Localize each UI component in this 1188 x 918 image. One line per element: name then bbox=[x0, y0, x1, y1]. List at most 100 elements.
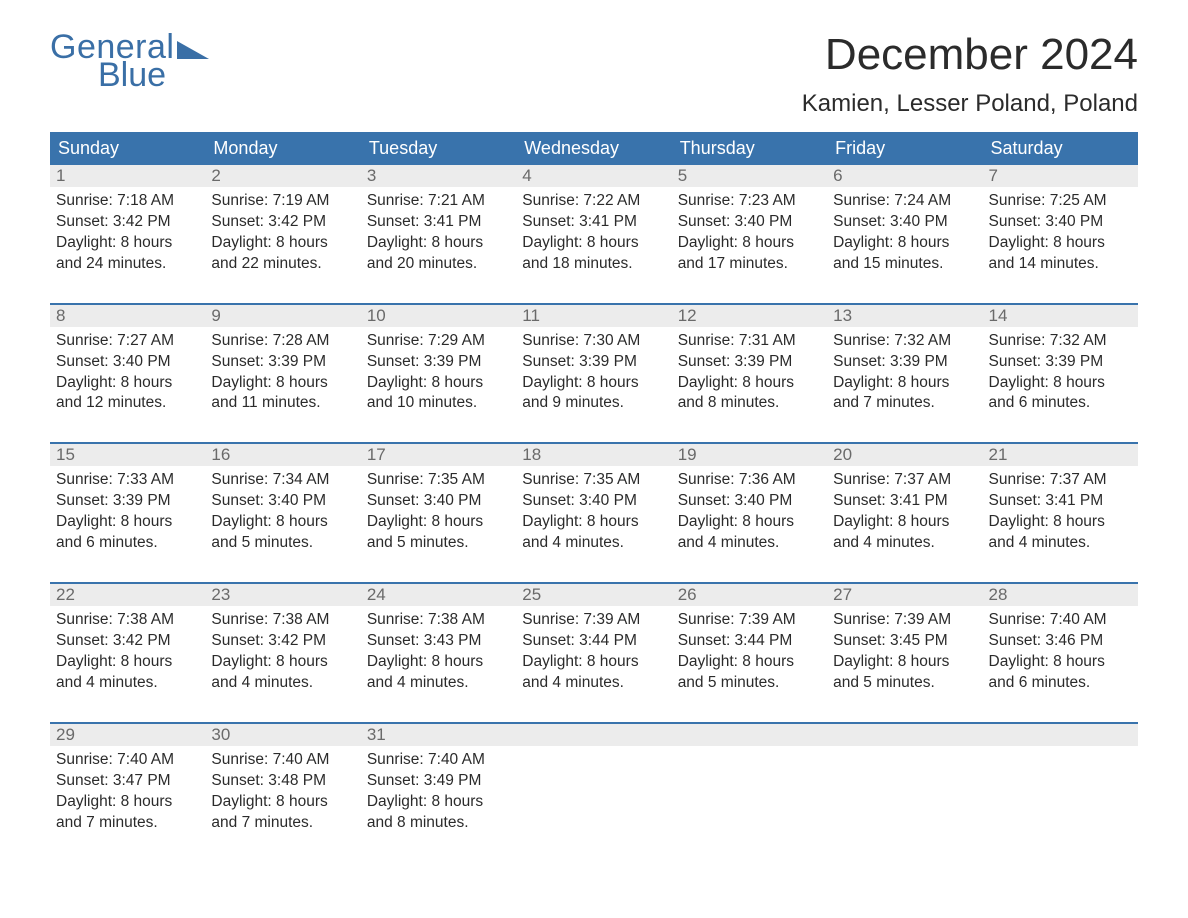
day-cell: Sunrise: 7:39 AMSunset: 3:44 PMDaylight:… bbox=[672, 606, 827, 723]
daylight-line1: Daylight: 8 hours bbox=[522, 373, 665, 394]
weekday-row: Sunday Monday Tuesday Wednesday Thursday… bbox=[50, 132, 1138, 165]
daylight-line1: Daylight: 8 hours bbox=[989, 652, 1132, 673]
sunrise-line: Sunrise: 7:40 AM bbox=[211, 750, 354, 771]
daylight-line2: and 12 minutes. bbox=[56, 393, 199, 414]
sunrise-line: Sunrise: 7:27 AM bbox=[56, 331, 199, 352]
daylight-line1: Daylight: 8 hours bbox=[211, 792, 354, 813]
day-number: 22 bbox=[50, 584, 205, 606]
daylight-line2: and 4 minutes. bbox=[56, 673, 199, 694]
day-number: 14 bbox=[983, 305, 1138, 327]
sunset-line: Sunset: 3:44 PM bbox=[522, 631, 665, 652]
day-number bbox=[516, 724, 671, 746]
sunrise-line: Sunrise: 7:38 AM bbox=[56, 610, 199, 631]
day-number: 20 bbox=[827, 444, 982, 466]
day-number: 18 bbox=[516, 444, 671, 466]
weekday-header: Tuesday bbox=[361, 132, 516, 165]
daylight-line1: Daylight: 8 hours bbox=[833, 512, 976, 533]
daylight-line2: and 4 minutes. bbox=[522, 673, 665, 694]
daylight-line2: and 10 minutes. bbox=[367, 393, 510, 414]
day-cell: Sunrise: 7:37 AMSunset: 3:41 PMDaylight:… bbox=[983, 466, 1138, 583]
weekday-header: Monday bbox=[205, 132, 360, 165]
sunrise-line: Sunrise: 7:19 AM bbox=[211, 191, 354, 212]
day-cell: Sunrise: 7:38 AMSunset: 3:43 PMDaylight:… bbox=[361, 606, 516, 723]
sunset-line: Sunset: 3:39 PM bbox=[56, 491, 199, 512]
daynum-row: 15161718192021 bbox=[50, 444, 1138, 466]
weekday-header: Saturday bbox=[983, 132, 1138, 165]
day-cell: Sunrise: 7:40 AMSunset: 3:49 PMDaylight:… bbox=[361, 746, 516, 862]
sunrise-line: Sunrise: 7:38 AM bbox=[367, 610, 510, 631]
day-cell: Sunrise: 7:35 AMSunset: 3:40 PMDaylight:… bbox=[361, 466, 516, 583]
sunrise-line: Sunrise: 7:18 AM bbox=[56, 191, 199, 212]
sunrise-line: Sunrise: 7:32 AM bbox=[989, 331, 1132, 352]
day-number: 8 bbox=[50, 305, 205, 327]
sunrise-line: Sunrise: 7:40 AM bbox=[989, 610, 1132, 631]
daylight-line2: and 4 minutes. bbox=[678, 533, 821, 554]
weekday-header: Wednesday bbox=[516, 132, 671, 165]
daylight-line2: and 4 minutes. bbox=[833, 533, 976, 554]
sunrise-line: Sunrise: 7:29 AM bbox=[367, 331, 510, 352]
daylight-line1: Daylight: 8 hours bbox=[367, 652, 510, 673]
day-cell bbox=[516, 746, 671, 862]
day-number: 4 bbox=[516, 165, 671, 187]
sunset-line: Sunset: 3:39 PM bbox=[211, 352, 354, 373]
sunset-line: Sunset: 3:49 PM bbox=[367, 771, 510, 792]
day-number: 2 bbox=[205, 165, 360, 187]
sunrise-line: Sunrise: 7:36 AM bbox=[678, 470, 821, 491]
daylight-line1: Daylight: 8 hours bbox=[367, 792, 510, 813]
sunset-line: Sunset: 3:40 PM bbox=[522, 491, 665, 512]
sunset-line: Sunset: 3:40 PM bbox=[678, 212, 821, 233]
daylight-line2: and 5 minutes. bbox=[678, 673, 821, 694]
day-cell bbox=[827, 746, 982, 862]
sunset-line: Sunset: 3:43 PM bbox=[367, 631, 510, 652]
sunset-line: Sunset: 3:42 PM bbox=[56, 631, 199, 652]
daylight-line1: Daylight: 8 hours bbox=[56, 792, 199, 813]
day-cell: Sunrise: 7:40 AMSunset: 3:46 PMDaylight:… bbox=[983, 606, 1138, 723]
header: General Blue December 2024 Kamien, Lesse… bbox=[50, 30, 1138, 118]
day-cell: Sunrise: 7:35 AMSunset: 3:40 PMDaylight:… bbox=[516, 466, 671, 583]
sunset-line: Sunset: 3:47 PM bbox=[56, 771, 199, 792]
daylight-line2: and 8 minutes. bbox=[367, 813, 510, 834]
day-cell: Sunrise: 7:19 AMSunset: 3:42 PMDaylight:… bbox=[205, 187, 360, 304]
sunrise-line: Sunrise: 7:31 AM bbox=[678, 331, 821, 352]
day-cell: Sunrise: 7:23 AMSunset: 3:40 PMDaylight:… bbox=[672, 187, 827, 304]
sunset-line: Sunset: 3:39 PM bbox=[678, 352, 821, 373]
daynum-row: 1234567 bbox=[50, 165, 1138, 187]
daylight-line1: Daylight: 8 hours bbox=[989, 373, 1132, 394]
daylight-line1: Daylight: 8 hours bbox=[989, 512, 1132, 533]
daylight-line1: Daylight: 8 hours bbox=[367, 512, 510, 533]
day-number: 29 bbox=[50, 724, 205, 746]
day-number: 23 bbox=[205, 584, 360, 606]
daylight-line2: and 22 minutes. bbox=[211, 254, 354, 275]
logo-triangle-icon bbox=[177, 41, 209, 59]
daynum-row: 293031 bbox=[50, 724, 1138, 746]
daylight-line1: Daylight: 8 hours bbox=[56, 373, 199, 394]
sunrise-line: Sunrise: 7:22 AM bbox=[522, 191, 665, 212]
daylight-line1: Daylight: 8 hours bbox=[522, 233, 665, 254]
sunset-line: Sunset: 3:40 PM bbox=[56, 352, 199, 373]
daylight-line2: and 6 minutes. bbox=[989, 393, 1132, 414]
sunset-line: Sunset: 3:48 PM bbox=[211, 771, 354, 792]
day-number bbox=[672, 724, 827, 746]
daynum-row: 891011121314 bbox=[50, 305, 1138, 327]
daylight-line1: Daylight: 8 hours bbox=[678, 233, 821, 254]
weekday-header: Friday bbox=[827, 132, 982, 165]
location-text: Kamien, Lesser Poland, Poland bbox=[802, 90, 1138, 118]
daylight-line2: and 7 minutes. bbox=[56, 813, 199, 834]
daylight-line2: and 6 minutes. bbox=[56, 533, 199, 554]
day-cell bbox=[983, 746, 1138, 862]
sunset-line: Sunset: 3:42 PM bbox=[56, 212, 199, 233]
day-cell: Sunrise: 7:38 AMSunset: 3:42 PMDaylight:… bbox=[205, 606, 360, 723]
day-number: 30 bbox=[205, 724, 360, 746]
daylight-line1: Daylight: 8 hours bbox=[367, 233, 510, 254]
sunset-line: Sunset: 3:41 PM bbox=[522, 212, 665, 233]
daylight-line1: Daylight: 8 hours bbox=[522, 512, 665, 533]
day-cell bbox=[672, 746, 827, 862]
sunrise-line: Sunrise: 7:38 AM bbox=[211, 610, 354, 631]
daylight-line1: Daylight: 8 hours bbox=[833, 373, 976, 394]
day-data-row: Sunrise: 7:33 AMSunset: 3:39 PMDaylight:… bbox=[50, 466, 1138, 583]
day-cell: Sunrise: 7:33 AMSunset: 3:39 PMDaylight:… bbox=[50, 466, 205, 583]
sunrise-line: Sunrise: 7:39 AM bbox=[522, 610, 665, 631]
day-number: 10 bbox=[361, 305, 516, 327]
day-number: 9 bbox=[205, 305, 360, 327]
day-number: 17 bbox=[361, 444, 516, 466]
